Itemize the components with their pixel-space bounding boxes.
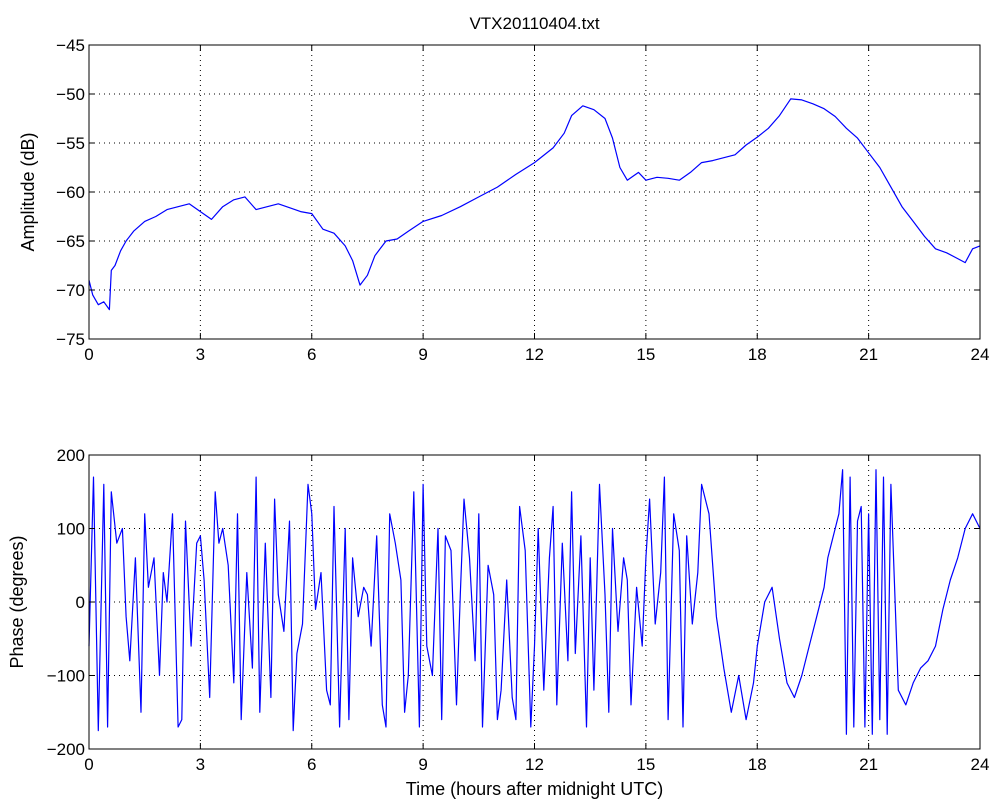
y-tick-label: −200 xyxy=(47,740,85,759)
x-tick-label: 12 xyxy=(525,345,544,364)
x-tick-label: 21 xyxy=(859,345,878,364)
x-tick-label: 3 xyxy=(196,755,205,774)
x-tick-label: 15 xyxy=(636,755,655,774)
x-tick-label: 24 xyxy=(971,345,990,364)
y-tick-label: 100 xyxy=(57,520,85,539)
y-axis-label: Phase (degrees) xyxy=(7,535,27,668)
series-line xyxy=(88,469,981,735)
x-tick-label: 6 xyxy=(307,345,316,364)
y-tick-label: −65 xyxy=(56,232,85,251)
x-tick-label: 9 xyxy=(418,755,427,774)
y-tick-label: −70 xyxy=(56,281,85,300)
chart-panel-1: 0 3 6 9 12 15 18 21 24 −75 −70 −65 −60 −55 −50 −45 VTX20… xyxy=(18,14,989,364)
x-tick-label: 6 xyxy=(307,755,316,774)
y-tick-label: −75 xyxy=(56,330,85,349)
x-tick-label: 18 xyxy=(748,345,767,364)
chart-title: VTX20110404.txt xyxy=(469,14,599,33)
y-tick-label: −60 xyxy=(56,183,85,202)
x-tick-label: 0 xyxy=(84,345,93,364)
y-tick-label: −100 xyxy=(47,667,85,686)
x-tick-label: 3 xyxy=(196,345,205,364)
y-tick-label: 0 xyxy=(76,593,85,612)
y-tick-label: −50 xyxy=(56,85,85,104)
x-tick-label: 21 xyxy=(859,755,878,774)
x-tick-label: 0 xyxy=(84,755,93,774)
y-tick-label: −55 xyxy=(56,134,85,153)
series-line xyxy=(88,98,981,311)
x-tick-label: 24 xyxy=(971,755,990,774)
chart-panel-2: 0 3 6 9 12 15 18 21 24 −200 −100 0 100 200 Phase (degr… xyxy=(7,446,989,799)
y-tick-label: 200 xyxy=(57,446,85,465)
x-tick-label: 15 xyxy=(636,345,655,364)
y-tick-label: −45 xyxy=(56,36,85,55)
y-axis-label: Amplitude (dB) xyxy=(18,132,38,251)
x-axis-label: Time (hours after midnight UTC) xyxy=(406,779,663,799)
x-tick-label: 12 xyxy=(525,755,544,774)
x-tick-label: 9 xyxy=(418,345,427,364)
x-tick-label: 18 xyxy=(748,755,767,774)
